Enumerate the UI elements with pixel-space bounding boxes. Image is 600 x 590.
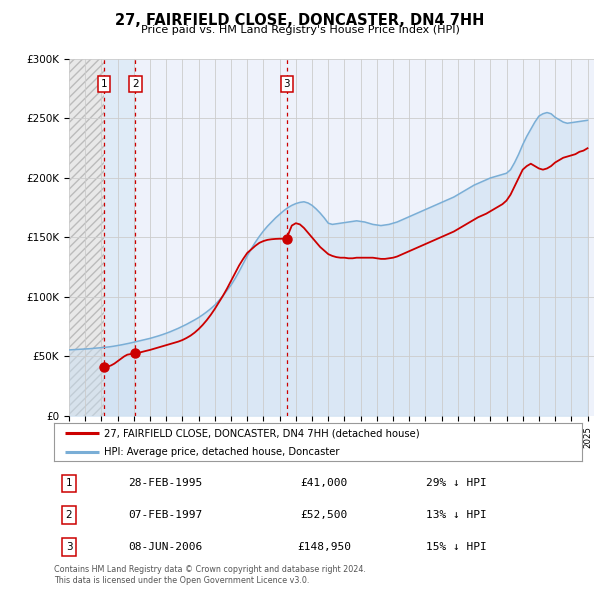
Text: HPI: Average price, detached house, Doncaster: HPI: Average price, detached house, Donc… [104, 447, 340, 457]
Text: £41,000: £41,000 [301, 478, 347, 488]
Bar [104, 59, 136, 416]
Bar [69, 59, 104, 416]
Text: £148,950: £148,950 [297, 542, 351, 552]
Text: 2: 2 [65, 510, 73, 520]
Text: Contains HM Land Registry data © Crown copyright and database right 2024.
This d: Contains HM Land Registry data © Crown c… [54, 565, 366, 585]
Text: 07-FEB-1997: 07-FEB-1997 [128, 510, 202, 520]
Text: 15% ↓ HPI: 15% ↓ HPI [425, 542, 487, 552]
Text: 2: 2 [132, 79, 139, 89]
Text: 27, FAIRFIELD CLOSE, DONCASTER, DN4 7HH: 27, FAIRFIELD CLOSE, DONCASTER, DN4 7HH [115, 13, 485, 28]
Text: 13% ↓ HPI: 13% ↓ HPI [425, 510, 487, 520]
Bar [69, 59, 104, 416]
Text: 3: 3 [283, 79, 290, 89]
Text: 3: 3 [65, 542, 73, 552]
Text: 08-JUN-2006: 08-JUN-2006 [128, 542, 202, 552]
Text: 1: 1 [101, 79, 107, 89]
Text: Price paid vs. HM Land Registry's House Price Index (HPI): Price paid vs. HM Land Registry's House … [140, 25, 460, 35]
Text: 1: 1 [65, 478, 73, 488]
Text: 28-FEB-1995: 28-FEB-1995 [128, 478, 202, 488]
Text: 29% ↓ HPI: 29% ↓ HPI [425, 478, 487, 488]
Text: £52,500: £52,500 [301, 510, 347, 520]
Text: 27, FAIRFIELD CLOSE, DONCASTER, DN4 7HH (detached house): 27, FAIRFIELD CLOSE, DONCASTER, DN4 7HH … [104, 428, 420, 438]
